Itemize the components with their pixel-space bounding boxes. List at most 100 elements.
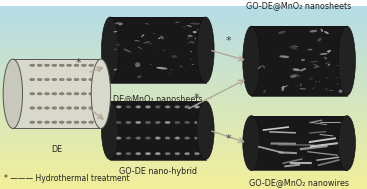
Circle shape [81,107,86,109]
Ellipse shape [328,64,330,66]
Ellipse shape [339,59,341,60]
Circle shape [30,64,35,67]
Circle shape [74,121,79,123]
Circle shape [116,137,121,139]
Text: *: * [193,93,199,103]
Ellipse shape [134,40,140,41]
Circle shape [116,152,121,155]
Circle shape [37,64,42,67]
Ellipse shape [263,90,266,93]
Circle shape [89,78,94,81]
Circle shape [145,137,150,139]
Ellipse shape [188,37,189,39]
Ellipse shape [158,37,161,39]
Bar [251,116,347,170]
Circle shape [52,121,57,123]
Ellipse shape [190,59,192,60]
Circle shape [89,64,94,67]
Circle shape [155,106,160,108]
Circle shape [52,107,57,109]
Bar [110,17,206,83]
Ellipse shape [312,87,315,89]
Ellipse shape [124,48,131,53]
Circle shape [52,93,57,95]
Ellipse shape [300,84,302,87]
Ellipse shape [321,29,323,32]
Circle shape [89,107,94,109]
Ellipse shape [309,30,317,33]
Ellipse shape [190,41,195,43]
Ellipse shape [187,25,192,27]
Ellipse shape [278,31,286,34]
Circle shape [30,93,35,95]
Ellipse shape [171,69,172,70]
Circle shape [52,64,57,67]
Ellipse shape [156,67,167,69]
Ellipse shape [141,34,144,37]
Circle shape [165,121,170,124]
Circle shape [59,78,64,81]
Ellipse shape [137,76,142,78]
Ellipse shape [159,54,160,55]
Circle shape [136,137,141,139]
Ellipse shape [328,51,330,53]
Circle shape [81,93,86,95]
Ellipse shape [327,50,331,52]
Ellipse shape [175,22,179,23]
Ellipse shape [182,26,186,28]
Ellipse shape [258,66,262,69]
Circle shape [185,137,190,139]
Ellipse shape [116,44,121,46]
Ellipse shape [320,53,328,55]
Circle shape [37,78,42,81]
Circle shape [185,152,190,155]
Text: DE: DE [51,145,62,154]
Circle shape [165,106,170,108]
Text: *: * [226,36,231,46]
Ellipse shape [115,22,119,24]
Circle shape [37,107,42,109]
Ellipse shape [281,85,288,88]
Circle shape [194,121,200,124]
Circle shape [194,137,200,139]
Circle shape [44,93,50,95]
Ellipse shape [299,88,306,89]
Ellipse shape [192,64,194,65]
Ellipse shape [324,57,327,59]
Ellipse shape [195,36,196,41]
Ellipse shape [299,68,306,71]
Circle shape [185,106,190,108]
Circle shape [155,121,160,124]
Circle shape [44,121,50,123]
Ellipse shape [290,46,297,50]
Ellipse shape [125,50,126,51]
Ellipse shape [279,55,290,58]
Ellipse shape [310,61,318,62]
Ellipse shape [139,44,140,45]
Circle shape [67,64,72,67]
Ellipse shape [140,48,142,49]
Circle shape [116,121,121,124]
Ellipse shape [337,65,339,66]
Circle shape [44,78,50,81]
Circle shape [74,93,79,95]
Circle shape [67,78,72,81]
Ellipse shape [3,59,22,129]
Circle shape [194,152,200,155]
Ellipse shape [118,22,123,25]
Ellipse shape [329,90,334,91]
Ellipse shape [325,62,330,64]
Circle shape [30,121,35,123]
Bar [13,59,101,129]
Circle shape [126,121,131,124]
Ellipse shape [317,38,321,42]
Circle shape [74,78,79,81]
Ellipse shape [309,78,313,80]
Circle shape [175,106,180,108]
Ellipse shape [292,68,300,71]
Circle shape [59,64,64,67]
Circle shape [30,78,35,81]
Ellipse shape [341,83,343,86]
Ellipse shape [326,77,329,79]
Ellipse shape [197,101,214,160]
